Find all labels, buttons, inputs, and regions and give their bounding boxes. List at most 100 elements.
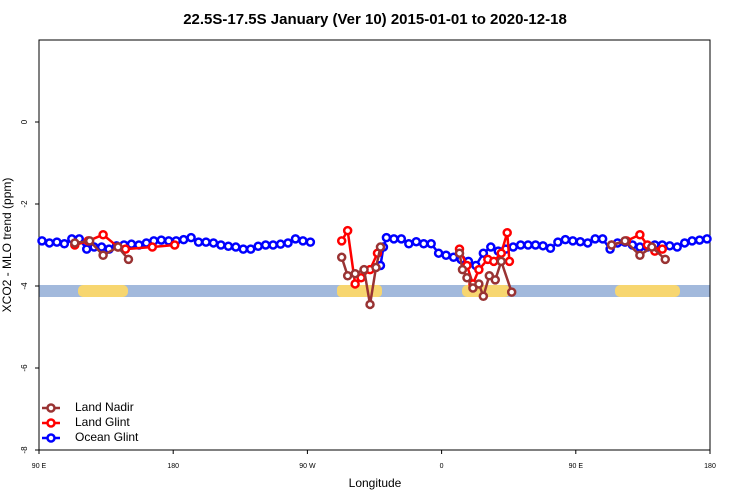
data-point xyxy=(664,241,675,251)
data-point xyxy=(298,236,308,246)
data-point xyxy=(504,256,515,267)
data-point xyxy=(553,237,563,247)
data-point xyxy=(597,234,608,244)
data-point xyxy=(635,250,645,260)
data-point xyxy=(290,234,301,244)
x-tick-label: 90 E xyxy=(569,463,584,470)
data-point xyxy=(359,264,369,275)
data-point xyxy=(223,241,234,251)
data-point xyxy=(283,238,293,248)
data-point xyxy=(530,240,541,250)
chart-title: 22.5S-17.5S January (Ver 10) 2015-01-01 … xyxy=(183,11,567,28)
data-point xyxy=(486,242,496,252)
data-point xyxy=(457,264,468,275)
plot-frame xyxy=(38,39,711,451)
data-point xyxy=(462,273,472,283)
data-point xyxy=(404,239,414,249)
legend-marker xyxy=(46,418,56,428)
data-point xyxy=(201,237,211,247)
land-patch xyxy=(78,285,128,297)
data-point xyxy=(178,234,189,245)
x-tick-label: 90 E xyxy=(32,463,47,470)
data-point xyxy=(37,236,47,246)
data-point xyxy=(489,256,499,267)
land-strip xyxy=(39,285,710,297)
data-point xyxy=(545,243,556,254)
y-axis-label: XCO2 - MLO trend (ppm) xyxy=(0,178,14,313)
data-point xyxy=(694,235,705,245)
data-point xyxy=(568,236,578,246)
data-point xyxy=(433,248,444,258)
data-point xyxy=(231,242,241,252)
data-point xyxy=(113,242,123,252)
data-point xyxy=(620,236,630,246)
y-tick-label: -8 xyxy=(20,446,29,454)
data-point xyxy=(381,232,392,243)
data-point xyxy=(657,244,668,254)
y-tick-label: -6 xyxy=(20,364,29,372)
data-point xyxy=(216,240,226,250)
data-point xyxy=(502,227,512,238)
data-point xyxy=(342,271,353,281)
data-point xyxy=(484,271,495,281)
data-point xyxy=(253,241,263,251)
data-point xyxy=(702,234,712,244)
data-point xyxy=(496,248,506,258)
data-point xyxy=(396,234,407,244)
data-point xyxy=(411,236,422,247)
data-point xyxy=(506,287,517,297)
y-tick-label: -2 xyxy=(20,200,29,208)
data-point xyxy=(575,236,586,247)
data-point xyxy=(44,238,55,248)
data-point xyxy=(454,248,465,258)
data-point xyxy=(365,299,375,310)
data-point xyxy=(468,283,478,293)
x-tick-label: 0 xyxy=(440,463,444,470)
legend-marker xyxy=(46,433,56,443)
data-point xyxy=(426,239,436,249)
data-point xyxy=(508,242,518,252)
data-point xyxy=(52,237,62,247)
data-point xyxy=(147,242,158,252)
data-point xyxy=(679,238,690,248)
data-point xyxy=(687,236,697,246)
data-point xyxy=(538,241,548,251)
land-patch xyxy=(337,285,382,297)
data-point xyxy=(123,254,134,265)
data-point xyxy=(98,230,108,240)
data-point xyxy=(350,268,360,279)
legend-label: Land Glint xyxy=(75,415,130,429)
data-point xyxy=(606,240,617,250)
data-point xyxy=(478,248,489,258)
data-point xyxy=(389,234,399,244)
data-point xyxy=(590,234,600,244)
data-point xyxy=(336,252,347,263)
data-point xyxy=(260,240,271,250)
y-tick-label: 0 xyxy=(20,119,29,124)
data-point xyxy=(474,279,484,289)
data-point xyxy=(268,240,278,250)
data-point xyxy=(98,250,108,260)
data-point xyxy=(496,256,506,267)
data-point xyxy=(647,242,657,252)
data-point xyxy=(474,264,484,275)
x-tick-label: 180 xyxy=(704,463,716,470)
data-point xyxy=(70,238,80,248)
data-point xyxy=(81,244,92,254)
data-point xyxy=(418,239,429,249)
data-point xyxy=(635,242,645,252)
y-tick-label: -4 xyxy=(20,282,29,290)
data-point xyxy=(660,254,671,265)
data-point xyxy=(84,236,95,246)
data-point xyxy=(245,244,256,254)
data-point xyxy=(635,230,645,240)
legend-label: Ocean Glint xyxy=(75,430,139,444)
data-point xyxy=(371,262,381,273)
data-point xyxy=(478,291,489,301)
data-point xyxy=(156,235,167,245)
land-patch xyxy=(615,285,680,297)
x-axis-label: Longitude xyxy=(349,476,402,490)
data-point xyxy=(208,238,219,248)
data-point xyxy=(523,240,533,250)
